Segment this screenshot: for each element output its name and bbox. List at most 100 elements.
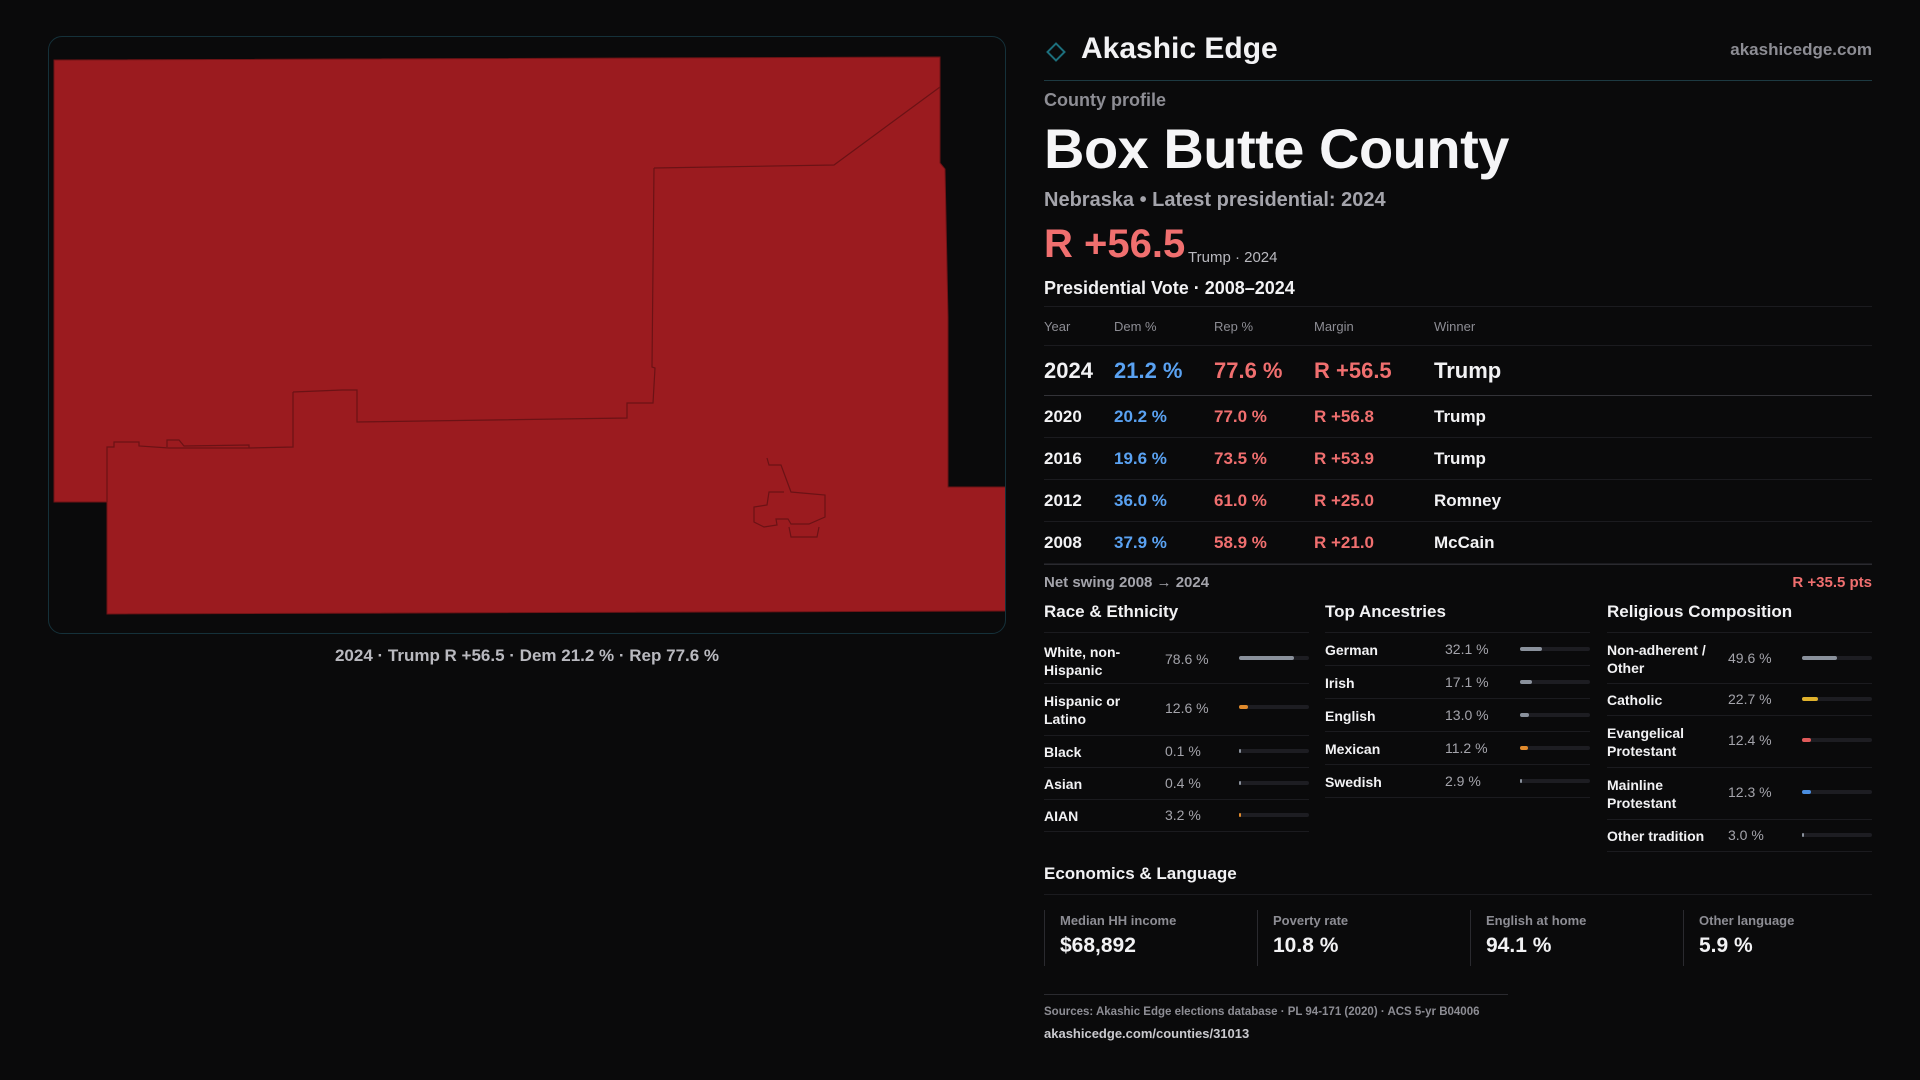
race-label: White, non-Hispanic [1044, 644, 1121, 678]
race-row: White, non-Hispanic 78.6 % [1044, 633, 1309, 684]
religion-section: Religious Composition Non-adherent / Oth… [1607, 602, 1872, 852]
ancestry-pct: 11.2 % [1445, 740, 1488, 756]
religion-label: Catholic [1607, 692, 1663, 708]
econ-card-english: English at home 94.1 % [1470, 910, 1661, 966]
row-margin: R +53.9 [1314, 437, 1434, 480]
row-dem: 37.9 % [1114, 521, 1214, 564]
row-year: 2016 [1044, 437, 1114, 480]
ancestry-pct: 13.0 % [1445, 707, 1489, 723]
table-row: 2024 21.2 % 77.6 % R +56.5 Trump [1044, 345, 1872, 396]
race-bar [1239, 705, 1309, 709]
religion-row: Evangelical Protestant 12.4 % [1607, 716, 1872, 768]
row-dem: 21.2 % [1114, 345, 1214, 396]
race-label: Hispanic or Latino [1044, 693, 1121, 727]
race-bar-fill [1239, 781, 1241, 785]
brand-header: Akashic Edge akashicedge.com [1044, 32, 1872, 81]
row-rep: 73.5 % [1214, 437, 1314, 480]
row-rep: 77.6 % [1214, 345, 1314, 396]
ancestry-pct: 32.1 % [1445, 641, 1489, 657]
race-pct: 12.6 % [1165, 700, 1209, 716]
net-swing-row: Net swing 2008 → 2024 R +35.5 pts [1044, 564, 1872, 597]
row-winner: Trump [1434, 395, 1872, 438]
page-title: Box Butte County [1044, 117, 1509, 180]
race-pct: 0.4 % [1165, 775, 1201, 791]
diamond-logo-icon [1046, 42, 1066, 62]
econ-value: 5.9 % [1699, 934, 1753, 957]
row-year: 2012 [1044, 479, 1114, 522]
vote-table-title: Presidential Vote · 2008–2024 [1044, 278, 1295, 298]
religion-pct: 12.3 % [1728, 784, 1772, 800]
econ-card-income: Median HH income $68,892 [1044, 910, 1235, 966]
econ-card-poverty: Poverty rate 10.8 % [1257, 910, 1448, 966]
profile-label: County profile [1044, 90, 1166, 110]
row-winner: Romney [1434, 479, 1872, 522]
ancestry-bar [1520, 779, 1590, 783]
econ-label: Poverty rate [1273, 913, 1349, 928]
race-bar [1239, 656, 1309, 660]
row-rep: 77.0 % [1214, 395, 1314, 438]
row-rep: 58.9 % [1214, 521, 1314, 564]
ancestry-label: Swedish [1325, 774, 1382, 790]
ancestry-row: Mexican 11.2 % [1325, 732, 1590, 765]
row-rep: 61.0 % [1214, 479, 1314, 522]
ancestry-bar-fill [1520, 713, 1530, 717]
col-header-margin: Margin [1314, 306, 1434, 346]
race-label: AIAN [1044, 808, 1079, 824]
religion-pct: 49.6 % [1728, 650, 1772, 666]
latest-margin-note: Trump · 2024 [1188, 249, 1278, 266]
brand-name[interactable]: Akashic Edge [1081, 32, 1278, 65]
ancestry-label: German [1325, 642, 1378, 658]
precinct-lines [106, 86, 941, 538]
map-caption: 2024 · Trump R +56.5 · Dem 21.2 % · Rep … [334, 646, 720, 665]
row-year: 2020 [1044, 395, 1114, 438]
ancestry-label: English [1325, 708, 1376, 724]
latest-margin: R +56.5 [1044, 222, 1186, 266]
religion-label: Evangelical Protestant [1607, 725, 1685, 759]
race-bar-fill [1239, 813, 1242, 817]
row-winner: Trump [1434, 345, 1872, 396]
ancestry-pct: 17.1 % [1445, 674, 1489, 690]
ancestry-bar-fill [1520, 746, 1528, 750]
row-margin: R +21.0 [1314, 521, 1434, 564]
religion-bar-fill [1802, 738, 1811, 742]
ancestry-bar [1520, 647, 1590, 651]
race-bar-fill [1239, 705, 1248, 709]
ancestries-section: Top Ancestries German 32.1 % Irish 17.1 … [1325, 602, 1590, 798]
county-profile-panel: Akashic Edge akashicedge.com County prof… [1044, 0, 1872, 1080]
row-year: 2024 [1044, 345, 1114, 396]
row-dem: 19.6 % [1114, 437, 1214, 480]
brand-domain-link[interactable]: akashicedge.com [1730, 40, 1872, 59]
religion-pct: 22.7 % [1728, 691, 1772, 707]
county-shape[interactable] [53, 56, 1006, 615]
race-bar-fill [1239, 749, 1241, 753]
table-row: 2016 19.6 % 73.5 % R +53.9 Trump [1044, 437, 1872, 480]
row-winner: McCain [1434, 521, 1872, 564]
footer-divider [1044, 994, 1508, 995]
econ-value: 94.1 % [1486, 934, 1552, 957]
economics-title: Economics & Language [1044, 864, 1872, 895]
county-map-svg [53, 56, 1006, 615]
race-pct: 78.6 % [1165, 651, 1209, 667]
row-winner: Trump [1434, 437, 1872, 480]
col-header-rep: Rep % [1214, 306, 1314, 346]
religion-pct: 3.0 % [1728, 827, 1764, 843]
ancestry-bar-fill [1520, 779, 1523, 783]
county-page-link[interactable]: akashicedge.com/counties/31013 [1044, 1026, 1250, 1041]
religion-label: Mainline Protestant [1607, 777, 1677, 811]
race-ethnicity-section: Race & Ethnicity White, non-Hispanic 78.… [1044, 602, 1309, 832]
county-map[interactable] [48, 36, 1006, 634]
religion-row: Mainline Protestant 12.3 % [1607, 768, 1872, 820]
econ-card-other-language: Other language 5.9 % [1683, 910, 1874, 966]
table-row: 2012 36.0 % 61.0 % R +25.0 Romney [1044, 479, 1872, 522]
econ-label: Other language [1699, 913, 1795, 928]
ancestry-bar [1520, 746, 1590, 750]
religion-title: Religious Composition [1607, 602, 1872, 633]
religion-bar [1802, 738, 1872, 742]
econ-value: $68,892 [1060, 934, 1136, 957]
religion-bar-fill [1802, 697, 1818, 701]
col-header-dem: Dem % [1114, 306, 1214, 346]
vote-table-header: Year Dem % Rep % Margin Winner [1044, 306, 1872, 346]
ancestry-row: Swedish 2.9 % [1325, 765, 1590, 798]
race-bar [1239, 781, 1309, 785]
row-margin: R +25.0 [1314, 479, 1434, 522]
